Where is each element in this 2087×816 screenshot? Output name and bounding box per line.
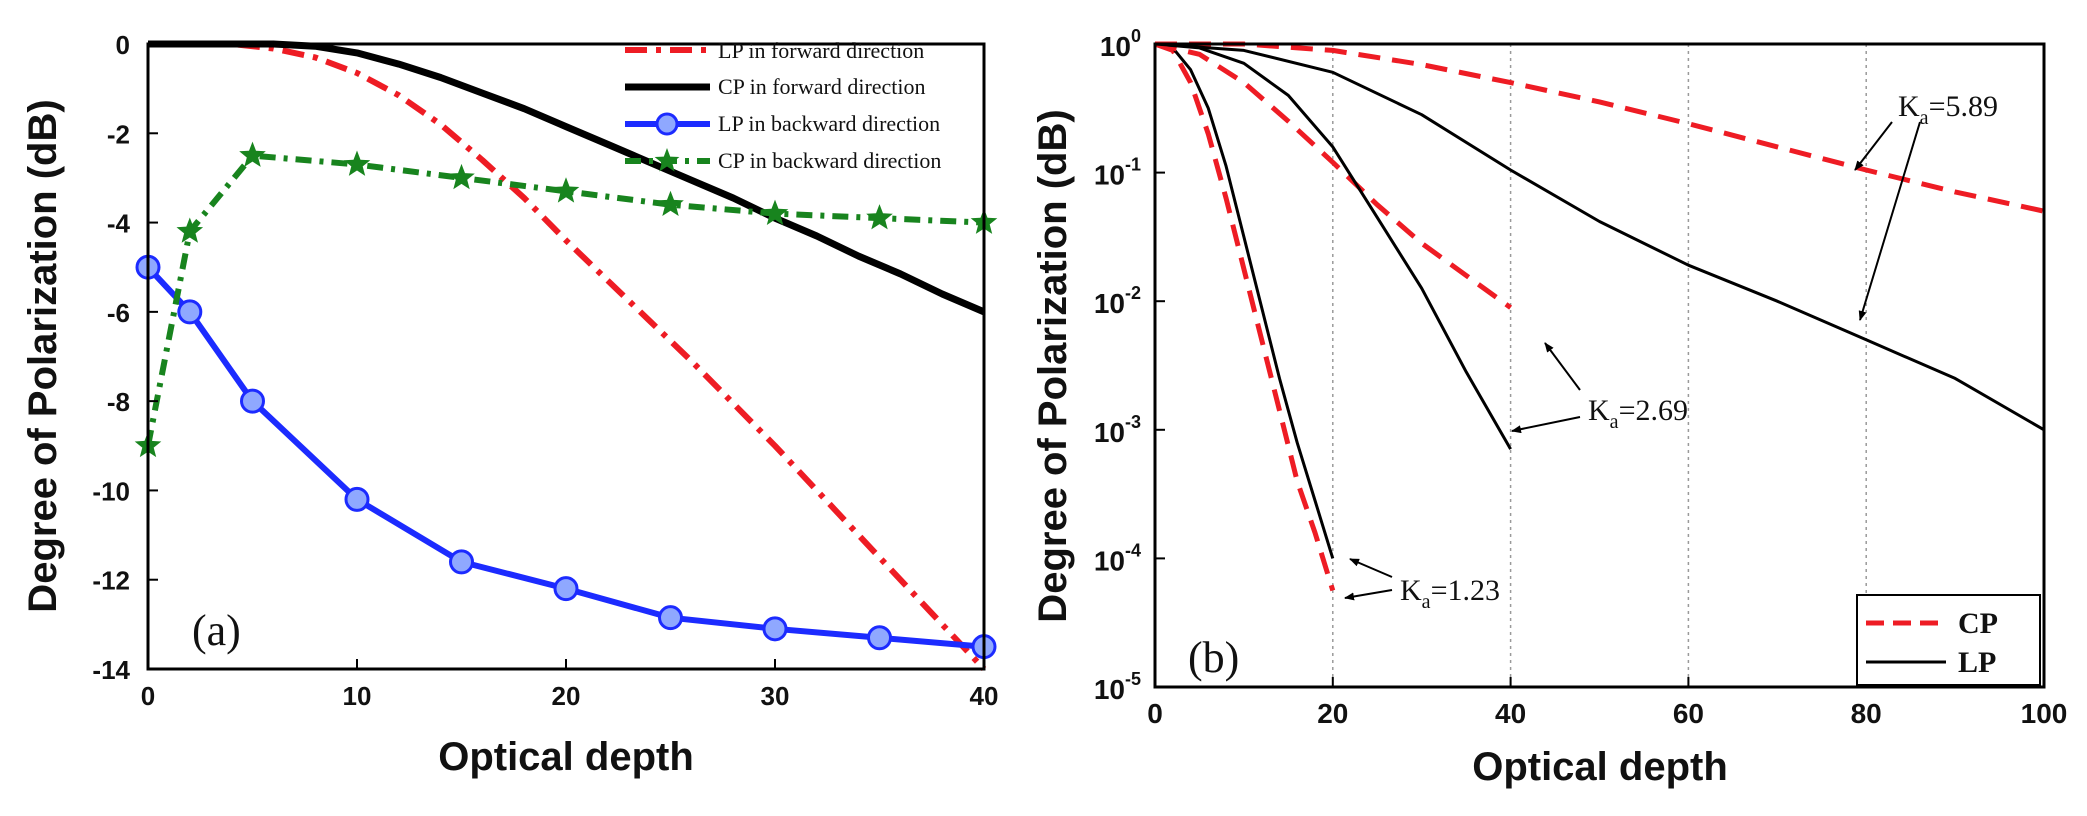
y-tick-label: -12 xyxy=(92,566,130,596)
data-point-lp-backward xyxy=(867,625,892,651)
annotation-arrow xyxy=(1858,121,1921,321)
panel-b-y-axis-title: Degree of Polarization (dB) xyxy=(1031,109,1075,622)
series-line-cp-ka-2-69 xyxy=(1154,41,1513,310)
x-tick-label: 30 xyxy=(761,681,790,711)
x-tick-label: 0 xyxy=(141,681,155,711)
panel-b-frame xyxy=(1153,42,2046,689)
annotation-arrow xyxy=(1349,558,1393,578)
annotation-text: Ka=5.89 xyxy=(1898,90,1998,129)
panel-b-chart: 100 10-1 10-2 10-3 10-4 10-5 0 20 40 60 80 100 Opt… xyxy=(1031,26,2067,789)
annotation-arrow xyxy=(1854,121,1893,171)
x-tick-label: 80 xyxy=(1851,698,1882,729)
panel-a-chart: 0 -2 -4 -6 -8 -10 -12 -14 0 10 20 30 40 Optical dep… xyxy=(21,30,998,779)
y-tick-label: 10-3 xyxy=(1094,412,1141,448)
data-point-lp-backward xyxy=(658,605,683,631)
data-point-lp-backward xyxy=(762,616,788,642)
data-point-cp-backward xyxy=(176,217,204,243)
x-tick-label: 20 xyxy=(1317,698,1348,729)
panel-a-x-axis-title: Optical depth xyxy=(438,735,694,779)
data-point-lp-backward xyxy=(344,486,370,512)
data-point-cp-backward xyxy=(448,163,475,190)
y-tick-label: 0 xyxy=(116,30,130,60)
panel-a-label: (a) xyxy=(192,606,241,655)
series-line-lp-in-backward-direction xyxy=(145,265,985,650)
legend-label-cp: CP xyxy=(1958,607,1998,640)
panel-a-legend: LP in forward direction CP in forward di… xyxy=(625,38,941,173)
panel-a-plot-area xyxy=(134,40,998,672)
panel-b-grid xyxy=(1332,44,1867,687)
annotation-ka-1-23: Ka=1.23 xyxy=(1344,558,1500,613)
y-tick-label: 10-1 xyxy=(1094,155,1141,191)
y-tick-label: 10-4 xyxy=(1094,540,1141,576)
x-tick-label: 60 xyxy=(1673,698,1704,729)
panel-b-plot-area xyxy=(1154,41,2045,592)
legend-label-lp: LP xyxy=(1958,646,1996,679)
data-point-cp-backward xyxy=(657,190,684,216)
data-point-lp-backward xyxy=(240,388,265,414)
y-tick-label: -14 xyxy=(92,655,130,685)
data-point-lp-backward xyxy=(553,576,579,602)
series-line-lp-ka-5-89 xyxy=(1154,42,2045,432)
legend-label-cp-forward: CP in forward direction xyxy=(718,74,926,99)
panel-b-legend-box xyxy=(1856,594,2041,686)
y-tick-label: -6 xyxy=(107,298,130,328)
legend-marker-lp-backward xyxy=(655,112,679,136)
data-point-cp-backward xyxy=(761,199,789,225)
data-point-lp-backward xyxy=(177,299,203,325)
x-tick-label: 10 xyxy=(343,681,372,711)
series-line-lp-in-forward-direction xyxy=(148,41,987,672)
y-tick-label: -8 xyxy=(107,387,130,417)
series-line-cp-ka-1-23 xyxy=(1154,41,1336,592)
legend-label-lp-forward: LP in forward direction xyxy=(718,38,924,63)
data-point-lp-backward xyxy=(449,549,474,575)
data-point-cp-backward xyxy=(552,177,580,203)
x-tick-label: 40 xyxy=(1495,698,1526,729)
legend-label-lp-backward: LP in backward direction xyxy=(718,111,940,136)
annotation-arrow xyxy=(1511,416,1581,434)
series-line-lp-ka-2-69 xyxy=(1154,42,1512,450)
panel-b-x-ticks: 0 20 40 60 80 100 xyxy=(1147,677,2067,729)
data-point-cp-backward xyxy=(343,150,371,176)
panel-a-x-ticks: 0 10 20 30 40 xyxy=(141,659,999,711)
y-tick-label: -4 xyxy=(107,209,131,239)
y-tick-label: -2 xyxy=(107,119,130,149)
annotation-text: Ka=1.23 xyxy=(1400,574,1500,613)
y-tick-label: -10 xyxy=(92,476,130,506)
series-line-lp-ka-1-23 xyxy=(1154,42,1335,559)
panel-a-frame xyxy=(146,42,986,671)
panel-a-y-ticks: 0 -2 -4 -6 -8 -10 -12 -14 xyxy=(92,30,158,685)
annotation-arrow xyxy=(1544,342,1581,391)
panel-b-legend: CP LP xyxy=(1856,594,2041,686)
x-tick-label: 20 xyxy=(552,681,581,711)
panel-b-x-axis-title: Optical depth xyxy=(1472,745,1728,789)
panel-b-label: (b) xyxy=(1188,633,1239,682)
y-tick-label: 10-2 xyxy=(1094,283,1141,319)
series-line-cp-ka-5-89 xyxy=(1155,41,2045,214)
x-tick-label: 40 xyxy=(970,681,999,711)
panel-a-y-axis-title: Degree of Polarization (dB) xyxy=(21,99,65,612)
data-point-cp-backward xyxy=(866,204,893,230)
legend-marker-cp-backward xyxy=(654,148,680,172)
series-line-cp-in-forward-direction xyxy=(148,40,986,316)
x-tick-label: 100 xyxy=(2021,698,2068,729)
series-line-cp-in-backward-direction xyxy=(145,152,985,447)
annotation-ka-2-69: Ka=2.69 xyxy=(1511,342,1688,434)
y-tick-label: 10-5 xyxy=(1094,669,1141,705)
annotation-arrow xyxy=(1344,589,1393,601)
y-tick-label: 100 xyxy=(1100,26,1141,62)
x-tick-label: 0 xyxy=(1147,698,1163,729)
annotation-ka-5-89: Ka=5.89 xyxy=(1854,90,1998,321)
annotation-text: Ka=2.69 xyxy=(1588,394,1688,433)
legend-label-cp-backward: CP in backward direction xyxy=(718,148,941,173)
data-point-cp-backward xyxy=(239,141,266,167)
